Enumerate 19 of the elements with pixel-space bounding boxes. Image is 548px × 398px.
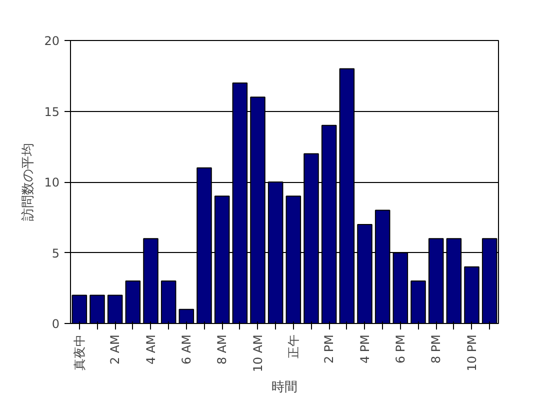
x-tick-label: 6 PM [393,334,408,364]
y-tick-label: 0 [52,317,60,331]
x-tick-label: 8 PM [429,334,444,364]
y-tick-label: 15 [44,104,60,119]
x-tick-label: 4 PM [358,334,372,364]
x-tick-label: 2 PM [322,334,336,364]
x-tick-label: 正午 [286,334,300,358]
x-tick-label: 6 AM [179,334,194,365]
x-tick-label: 10 AM [250,334,265,372]
x-tick-label: 8 AM [215,334,230,365]
x-tick-label: 2 AM [108,334,122,365]
y-tick-label: 5 [52,246,60,260]
x-tick-label: 10 PM [464,334,479,372]
x-axis-title: 時間 [272,380,298,396]
x-tick-label: 4 AM [144,334,158,365]
x-tick-label: 真夜中 [72,334,86,370]
y-tick-label: 10 [44,176,60,190]
y-axis-title: 訪問数の平均 [21,143,36,221]
y-tick-label: 20 [44,34,60,48]
